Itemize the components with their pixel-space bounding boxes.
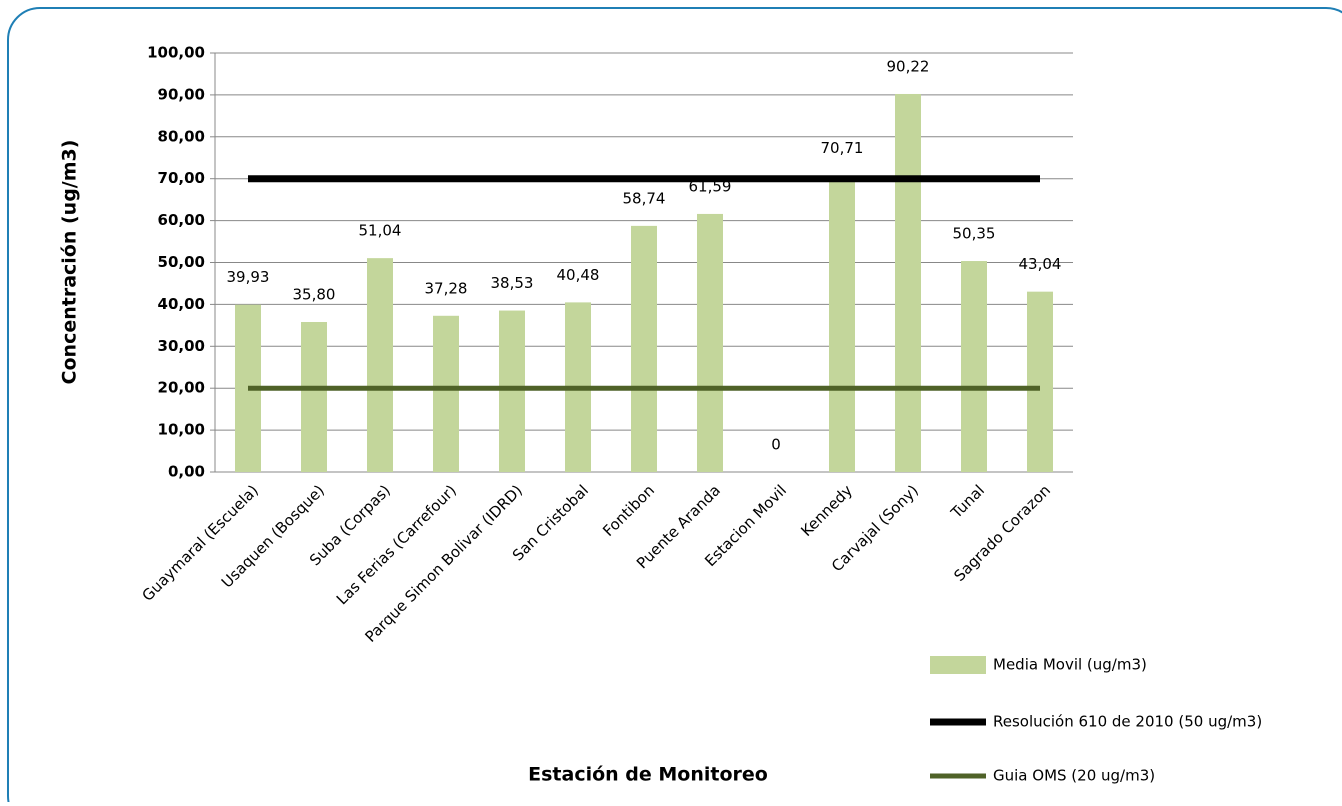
x-axis-title: Estación de Monitoreo (528, 764, 768, 786)
data-label: 0 (771, 436, 781, 454)
y-tick-label: 10,00 (158, 421, 205, 439)
bar (631, 225, 657, 472)
y-tick-label: 100,00 (147, 44, 205, 62)
legend-label: Guia OMS (20 ug/m3) (993, 767, 1155, 785)
data-label: 43,04 (1019, 255, 1062, 273)
y-tick-label: 40,00 (158, 295, 205, 313)
y-tick-label: 90,00 (158, 85, 205, 103)
bar (697, 213, 723, 472)
data-label: 50,35 (953, 225, 996, 243)
bar (1027, 291, 1053, 472)
data-label: 39,93 (227, 268, 270, 286)
legend-label: Resolución 610 de 2010 (50 ug/m3) (993, 713, 1262, 731)
y-tick-label: 60,00 (158, 211, 205, 229)
data-label: 58,74 (623, 189, 666, 207)
data-label: 38,53 (491, 274, 534, 292)
data-label: 51,04 (359, 222, 402, 240)
data-label: 35,80 (293, 285, 336, 303)
y-tick-label: 50,00 (158, 253, 205, 271)
y-tick-label: 70,00 (158, 169, 205, 187)
y-tick-label: 30,00 (158, 337, 205, 355)
legend-label: Media Movil (ug/m3) (993, 656, 1147, 674)
legend-swatch (930, 656, 986, 674)
bar (499, 310, 525, 472)
y-axis-title: Concentración (ug/m3) (59, 140, 81, 385)
bar (829, 175, 855, 472)
bar (433, 315, 459, 472)
y-tick-label: 20,00 (158, 379, 205, 397)
y-tick-label: 80,00 (158, 127, 205, 145)
y-tick-label: 0,00 (168, 463, 205, 481)
bar (367, 258, 393, 472)
bar (301, 321, 327, 472)
data-label: 40,48 (557, 266, 600, 284)
data-label: 90,22 (887, 57, 930, 75)
chart-border (7, 7, 1342, 806)
bar (895, 93, 921, 472)
data-label: 37,28 (425, 279, 468, 297)
data-label: 70,71 (821, 139, 864, 157)
bar (961, 261, 987, 472)
